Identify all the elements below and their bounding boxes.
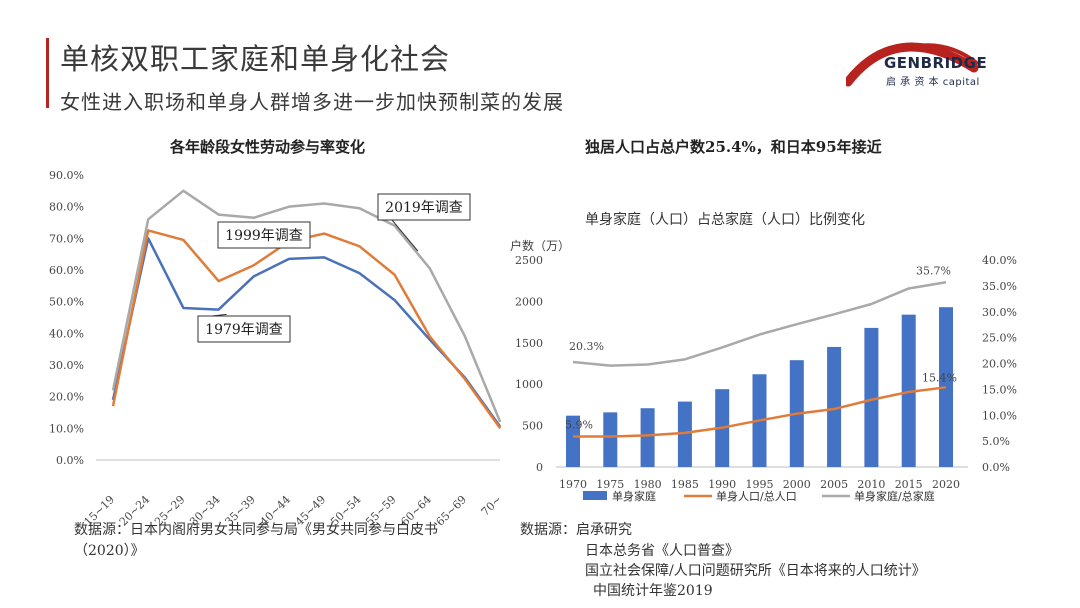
right-source-line4: 中国统计年鉴2019 (593, 583, 713, 599)
right-y-right-tick-label: 30.0% (982, 306, 1017, 319)
logo-name: GENBRIDGE (884, 54, 988, 72)
left-series-line-0 (111, 237, 502, 428)
right-x-tick-label: 2015 (895, 478, 923, 491)
left-y-tick-label: 30.0% (49, 359, 84, 372)
legend-bar-swatch (583, 491, 607, 500)
right-y-right-tick-label: 15.0% (982, 383, 1017, 396)
callout-1999-box (217, 221, 311, 249)
callout-1979-label: 1979年调查 (205, 322, 283, 338)
title-accent-bar (46, 38, 49, 108)
legend-label: 单身家庭/总家庭 (854, 489, 935, 503)
right-chart-subtitle: 单身家庭（人口）占总家庭（人口）比例变化 (585, 212, 865, 228)
right-source-line2: 日本总务省《人口普查》 (585, 543, 739, 559)
right-y-right-tick-label: 5.0% (982, 435, 1010, 448)
right-x-tick-label: 1995 (746, 478, 774, 491)
left-y-tick-label: 0.0% (56, 454, 84, 467)
right-data-label: 15.4% (922, 371, 957, 384)
right-source-line3: 国立社会保障/人口问题研究所《日本将来的人口统计》 (585, 563, 926, 579)
left-y-tick-label: 10.0% (49, 422, 84, 435)
left-source-line1: 数据源：日本内阁府男女共同参与局《男女共同参与白皮书 (74, 522, 438, 538)
callout-2019-box (377, 193, 471, 221)
left-y-tick-label: 20.0% (49, 391, 84, 404)
right-chart-title: 独居人口占总户数25.4%，和日本95年接近 (585, 138, 882, 156)
left-y-tick-label: 60.0% (49, 264, 84, 277)
left-x-tick-label: 70~ (479, 493, 505, 519)
right-y-left-tick-label: 2000 (515, 295, 543, 308)
legend-label: 单身家庭 (612, 489, 656, 503)
callout-2019-label: 2019年调查 (385, 200, 463, 216)
right-x-tick-label: 1975 (596, 478, 624, 491)
right-bar (677, 401, 692, 467)
right-series-line-1 (572, 281, 947, 367)
right-x-tick-label: 1980 (634, 478, 662, 491)
left-y-tick-label: 40.0% (49, 327, 84, 340)
right-x-tick-label: 1985 (671, 478, 699, 491)
left-x-tick-label: 65~69 (434, 493, 470, 529)
logo-subtitle: 启 承 资 本 capital (886, 77, 980, 88)
left-y-tick-label: 70.0% (49, 232, 84, 245)
right-x-tick-label: 2020 (932, 478, 960, 491)
right-y-right-tick-label: 20.0% (982, 358, 1017, 371)
right-series-line-0 (573, 386, 947, 438)
page-title: 单核双职工家庭和单身化社会 (60, 42, 451, 76)
right-bar (864, 327, 879, 467)
right-y-left-label: 户数（万） (510, 238, 570, 253)
right-data-label: 20.3% (569, 340, 604, 353)
right-y-left-tick-label: 1500 (515, 337, 543, 350)
legend-label: 单身人口/总人口 (716, 489, 797, 503)
right-x-tick-label: 2010 (857, 478, 885, 491)
right-y-right-tick-label: 0.0% (982, 461, 1010, 474)
left-y-tick-label: 90.0% (49, 169, 84, 182)
right-x-tick-label: 2000 (783, 478, 811, 491)
right-bar (827, 346, 842, 467)
right-data-label: 35.7% (916, 264, 951, 277)
right-bar (603, 412, 618, 467)
right-y-left-tick-label: 0 (536, 461, 543, 474)
left-y-tick-label: 80.0% (49, 201, 84, 214)
right-y-right-tick-label: 35.0% (982, 280, 1017, 293)
right-y-right-tick-label: 25.0% (982, 332, 1017, 345)
right-bar (939, 307, 953, 467)
right-y-right-tick-label: 10.0% (982, 409, 1017, 422)
genbridge-logo-icon (846, 42, 980, 87)
right-y-right-tick-label: 40.0% (982, 254, 1017, 267)
page-subtitle: 女性进入职场和单身人群增多进一步加快预制菜的发展 (60, 90, 564, 114)
right-y-left-tick-label: 500 (522, 420, 543, 433)
left-y-tick-label: 50.0% (49, 296, 84, 309)
callout-1999-label: 1999年调查 (225, 228, 303, 244)
left-source-line2: （2020）》 (74, 543, 145, 559)
right-y-left-tick-label: 2500 (515, 254, 543, 267)
left-series-line-2 (111, 189, 502, 423)
right-x-tick-label: 2005 (820, 478, 848, 491)
callout-2019-pointer (391, 219, 419, 252)
left-series-line-1 (111, 229, 502, 430)
right-data-label: 5.9% (565, 418, 593, 431)
right-x-tick-label: 1990 (708, 478, 736, 491)
left-chart-title: 各年龄段女性劳动参与率变化 (170, 138, 366, 156)
right-source-line1: 数据源：启承研究 (520, 522, 632, 538)
right-bar (640, 408, 655, 467)
right-y-left-tick-label: 1000 (515, 378, 543, 391)
callout-1979-box (197, 315, 291, 343)
right-x-tick-label: 1970 (559, 478, 587, 491)
right-bar (566, 415, 580, 467)
